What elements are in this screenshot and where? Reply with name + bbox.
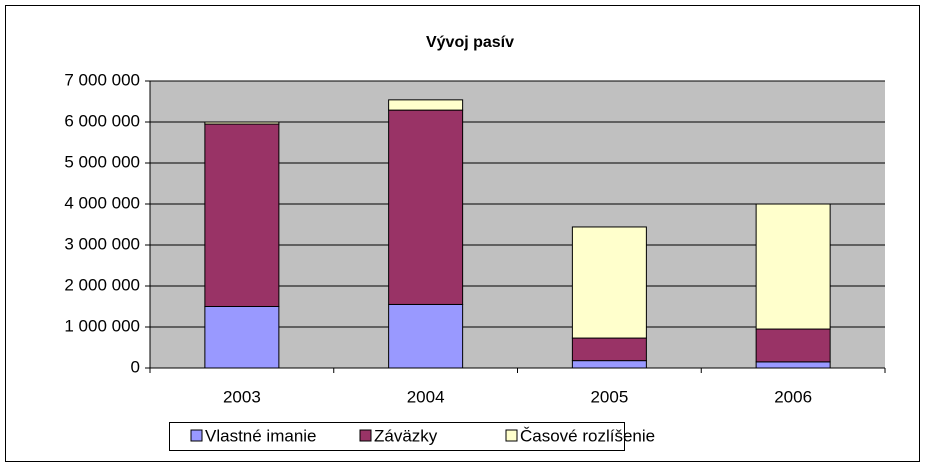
y-tick-label: 0 [131, 357, 140, 376]
bar-segment [204, 123, 280, 307]
chart-title: Vývoj pasív [426, 34, 514, 51]
y-tick-label: 3 000 000 [64, 234, 140, 253]
y-tick-label: 5 000 000 [64, 152, 140, 171]
x-tick-label: 2006 [774, 387, 812, 406]
bar-segment [571, 337, 647, 362]
legend [169, 422, 625, 451]
legend-swatch [505, 429, 518, 442]
legend-swatch [190, 429, 203, 442]
y-tick-label: 6 000 000 [64, 111, 140, 130]
bar-segment [755, 328, 831, 363]
bar-segment [571, 226, 647, 339]
y-tick-label: 7 000 000 [64, 70, 140, 89]
y-tick-label: 4 000 000 [64, 193, 140, 212]
bar-segment [755, 203, 831, 330]
bar-segment [388, 99, 464, 111]
legend-label: Vlastné imanie [205, 426, 317, 445]
bar-segment [755, 361, 831, 369]
bar-segment [388, 303, 464, 369]
bar-segment [204, 121, 280, 125]
bar-segment [388, 109, 464, 305]
x-tick-label: 2005 [590, 387, 628, 406]
x-tick-label: 2003 [223, 387, 261, 406]
bar-segment [204, 306, 280, 369]
y-tick-label: 2 000 000 [64, 275, 140, 294]
bar-segment [571, 360, 647, 369]
legend-swatch [359, 429, 372, 442]
x-tick-label: 2004 [407, 387, 445, 406]
legend-label: Záväzky [374, 426, 438, 445]
legend-label: Časové rozlíšenie [520, 426, 655, 445]
y-tick-label: 1 000 000 [64, 316, 140, 335]
